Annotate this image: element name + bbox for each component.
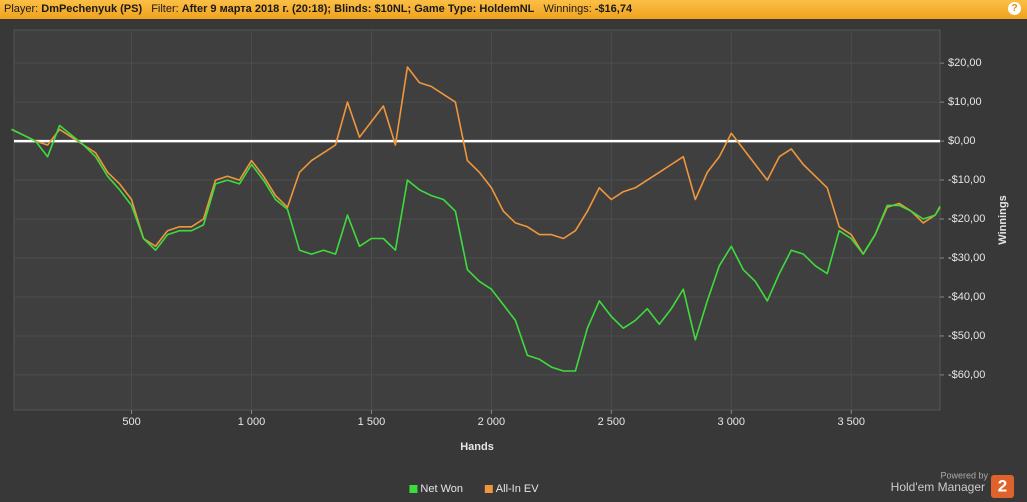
x-tick-label: 1 500 (358, 416, 386, 428)
y-tick-label: $10,00 (948, 96, 982, 108)
header-bar: Player: DmPechenyuk (PS) Filter: After 9 м… (0, 0, 1027, 19)
label: Winnings: (543, 3, 592, 15)
legend-swatch (409, 485, 418, 493)
y-tick-label: -$30,00 (948, 252, 985, 264)
label: Filter: (151, 3, 179, 15)
legend-label: All-In EV (496, 483, 539, 495)
series-line (11, 124, 941, 372)
product-name: Hold'em Manager (891, 480, 985, 494)
chart: Winnings Hands Powered by Hold'em Manage… (11, 29, 1014, 498)
label: Player: (4, 3, 39, 15)
powered-by: Powered by (940, 470, 988, 480)
y-tick-label: -$50,00 (948, 330, 985, 342)
logo-box (991, 475, 1014, 498)
y-tick-label: -$60,00 (948, 369, 985, 381)
x-tick-label: 1 000 (238, 416, 266, 428)
help-button[interactable]: ? (1008, 2, 1021, 15)
logo: 2 (998, 476, 1007, 495)
x-tick-label: 2 000 (478, 416, 506, 428)
y-tick-label: -$40,00 (948, 291, 985, 303)
y-tick-label: -$10,00 (948, 174, 985, 186)
x-tick-label: 3 000 (718, 416, 746, 428)
legend-swatch (484, 485, 493, 493)
legend-label: Net Won (420, 483, 463, 495)
y-axis-title: Winnings (997, 195, 1009, 244)
y-tick-label: $0,00 (948, 135, 976, 147)
y-tick-label: -$20,00 (948, 213, 985, 225)
y-tick-label: $20,00 (948, 57, 982, 69)
x-tick-label: 500 (122, 416, 140, 428)
plot-area (13, 29, 941, 411)
x-tick-label: 2 500 (598, 416, 626, 428)
x-tick-label: 3 500 (837, 416, 865, 428)
x-axis-title: Hands (460, 441, 494, 453)
value: After 9 марта 2018 г. (20:18); Blinds: $… (181, 3, 535, 15)
series-line (11, 66, 941, 255)
value: -$16,74 (594, 3, 633, 15)
value: DmPechenyuk (PS) (41, 3, 143, 15)
